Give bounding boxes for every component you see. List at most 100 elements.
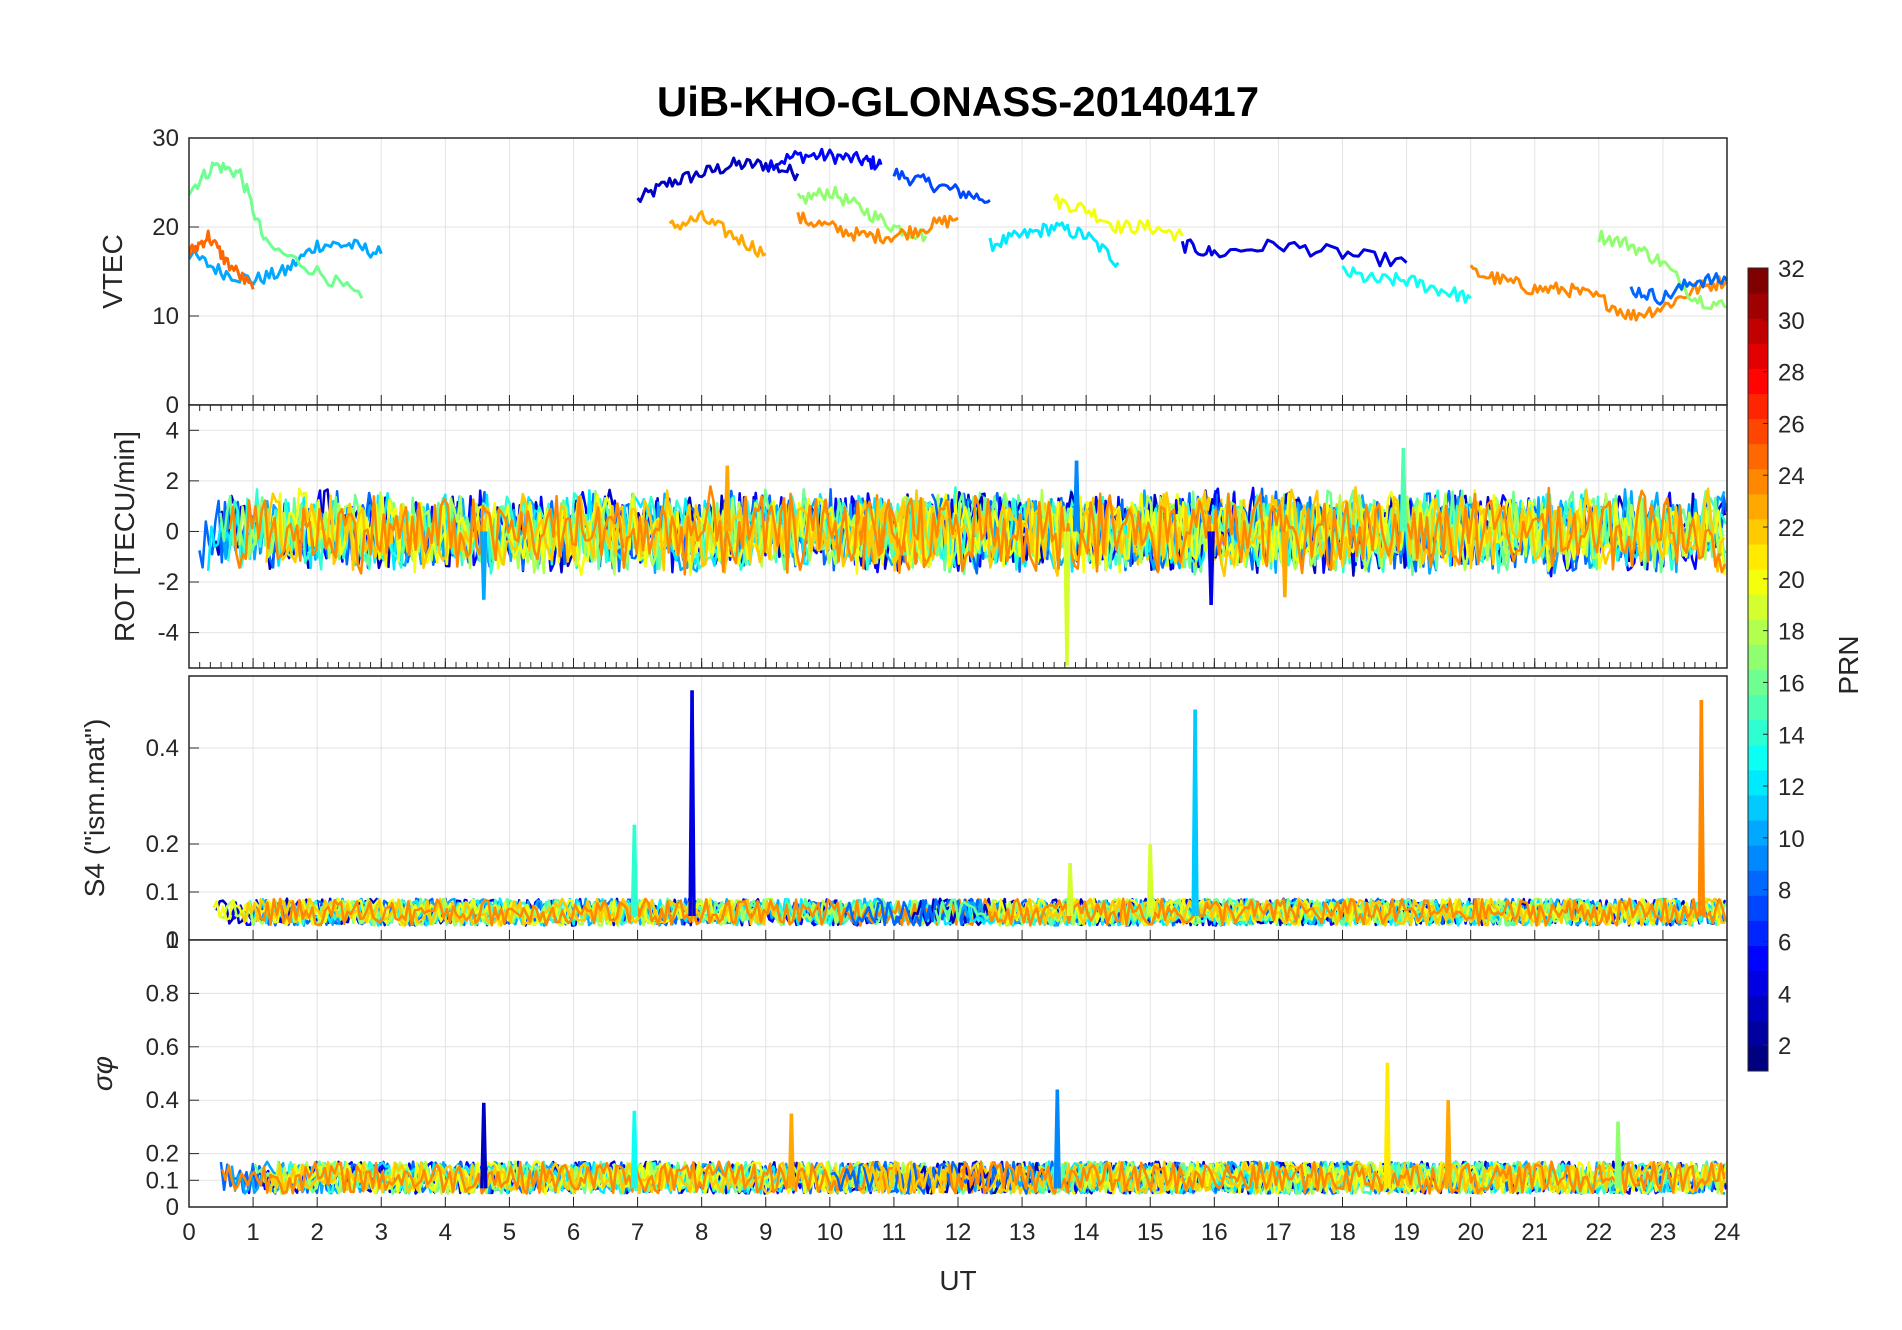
spike-mark xyxy=(1616,1121,1622,1189)
x-tick-label: 2 xyxy=(310,1219,323,1246)
noise-trace xyxy=(861,486,1727,575)
y-tick-label: 2 xyxy=(166,468,179,495)
plot-lines xyxy=(219,1062,1727,1195)
colorbar-cell xyxy=(1748,619,1768,645)
x-tick-label: 23 xyxy=(1650,1219,1677,1246)
y-tick-label: 0.2 xyxy=(146,1141,179,1168)
colorbar-tick-label: 24 xyxy=(1778,463,1805,490)
y-tick-label: 0.2 xyxy=(146,831,179,858)
x-tick-label: 13 xyxy=(1009,1219,1036,1246)
y-tick-label: 0 xyxy=(166,518,179,545)
colorbar-tick-label: 12 xyxy=(1778,774,1805,801)
x-tick-label: 22 xyxy=(1585,1219,1612,1246)
vtec-series-line xyxy=(765,147,883,171)
colorbar-cell xyxy=(1748,293,1768,319)
plot-lines xyxy=(212,690,1727,927)
colorbar-cell xyxy=(1748,318,1768,344)
vtec-series-line xyxy=(796,211,959,245)
colorbar-cell xyxy=(1748,694,1768,721)
colorbar-cell xyxy=(1748,870,1768,896)
vtec-panel: 0 10 20 30 VTEC xyxy=(97,125,1728,419)
colorbar-cell xyxy=(1748,769,1768,796)
spike-mark xyxy=(1148,843,1154,917)
y-tick-label: 0.1 xyxy=(146,1167,179,1194)
colorbar-cell xyxy=(1748,368,1768,394)
x-tick-label: 6 xyxy=(567,1219,580,1246)
colorbar-cell xyxy=(1748,393,1768,420)
x-tick-label: 4 xyxy=(439,1219,452,1246)
x-tick-label: 24 xyxy=(1714,1219,1741,1246)
x-tick-labels: 0 1 2 3 4 5 6 7 8 9 10 11 12 13 14 15 16 17 18 19 20 21 22 23 24 xyxy=(182,1219,1740,1246)
x-tick-label: 18 xyxy=(1329,1219,1356,1246)
plot-lines xyxy=(198,447,1727,666)
x-tick-label: 5 xyxy=(503,1219,516,1246)
y-tick-label: 0.4 xyxy=(146,735,179,762)
x-tick-label: 9 xyxy=(759,1219,772,1246)
colorbar-tick-label: 2 xyxy=(1778,1033,1791,1060)
vtec-series-line xyxy=(988,221,1120,268)
vtec-series-line xyxy=(1052,193,1184,242)
y-axis-label: ROT [TECU/min] xyxy=(109,431,140,642)
colorbar-cell xyxy=(1748,669,1768,696)
spike-mark xyxy=(1209,531,1215,605)
vtec-series-line xyxy=(1597,229,1727,311)
spike-mark xyxy=(1699,699,1706,917)
colorbar-tick-label: 32 xyxy=(1778,256,1805,283)
noise-trace xyxy=(947,1160,1726,1195)
y-axis-label: σφ xyxy=(87,1056,118,1091)
x-tick-label: 0 xyxy=(182,1219,195,1246)
chart-title: UiB-KHO-GLONASS-20140417 xyxy=(657,78,1259,125)
colorbar-cell xyxy=(1748,644,1768,670)
colorbar-tick-label: 8 xyxy=(1778,878,1791,905)
colorbar-cell xyxy=(1748,920,1768,947)
colorbar-tick-label: 20 xyxy=(1778,567,1805,594)
y-tick-label: 30 xyxy=(152,125,179,152)
colorbar-cell xyxy=(1748,820,1768,846)
y-tick-label: 0 xyxy=(166,927,179,954)
colorbar-tick-label: 4 xyxy=(1778,981,1791,1008)
rot-panel: -4 -2 0 2 4 ROT [TECU/min] xyxy=(109,404,1728,669)
vtec-series-line xyxy=(1629,272,1727,306)
colorbar-cell xyxy=(1748,468,1768,495)
y-tick-label: 0.1 xyxy=(146,879,179,906)
noise-trace xyxy=(857,485,1726,578)
spike-mark xyxy=(690,690,696,917)
colorbar-tick-label: 10 xyxy=(1778,826,1805,853)
x-tick-label: 14 xyxy=(1073,1219,1100,1246)
x-tick-label: 8 xyxy=(695,1219,708,1246)
spike-mark xyxy=(789,1113,796,1189)
y-tick-label: -2 xyxy=(158,569,179,596)
colorbar-cell xyxy=(1748,343,1768,369)
x-tick-label: 17 xyxy=(1265,1219,1292,1246)
vtec-series-line xyxy=(1341,265,1472,304)
colorbar-cell xyxy=(1748,569,1768,595)
colorbar-cell xyxy=(1748,594,1768,620)
y-tick-label: 1 xyxy=(166,927,179,954)
spike-mark xyxy=(632,824,639,917)
colorbar-cell xyxy=(1748,1020,1768,1047)
spike-mark xyxy=(1401,447,1408,532)
colorbar-cell xyxy=(1748,895,1768,921)
colorbar-cell xyxy=(1748,845,1768,871)
y-tick-label: 0.8 xyxy=(146,980,179,1007)
colorbar-tick-label: 16 xyxy=(1778,670,1805,697)
y-tick-label: 4 xyxy=(166,417,179,444)
spike-mark xyxy=(1446,1100,1452,1189)
spike-mark xyxy=(1283,531,1289,598)
noise-trace xyxy=(212,897,734,927)
s4-panel: 0 0.1 0.2 0.4 S4 ("ism.mat") xyxy=(79,675,1728,954)
colorbar-cell xyxy=(1748,268,1768,294)
colorbar-tick-label: 18 xyxy=(1778,619,1805,646)
vtec-series-line xyxy=(1469,264,1727,322)
x-axis-label: UT xyxy=(939,1265,976,1296)
spike-mark xyxy=(1385,1062,1392,1189)
colorbar-cell xyxy=(1748,544,1768,570)
colorbar-tick-label: 26 xyxy=(1778,411,1805,438)
vtec-series-line xyxy=(189,161,364,299)
spike-mark xyxy=(482,531,488,600)
x-tick-label: 7 xyxy=(631,1219,644,1246)
colorbar-tick-label: 30 xyxy=(1778,308,1805,335)
x-tick-label: 11 xyxy=(881,1219,906,1246)
x-tick-label: 10 xyxy=(816,1219,843,1246)
